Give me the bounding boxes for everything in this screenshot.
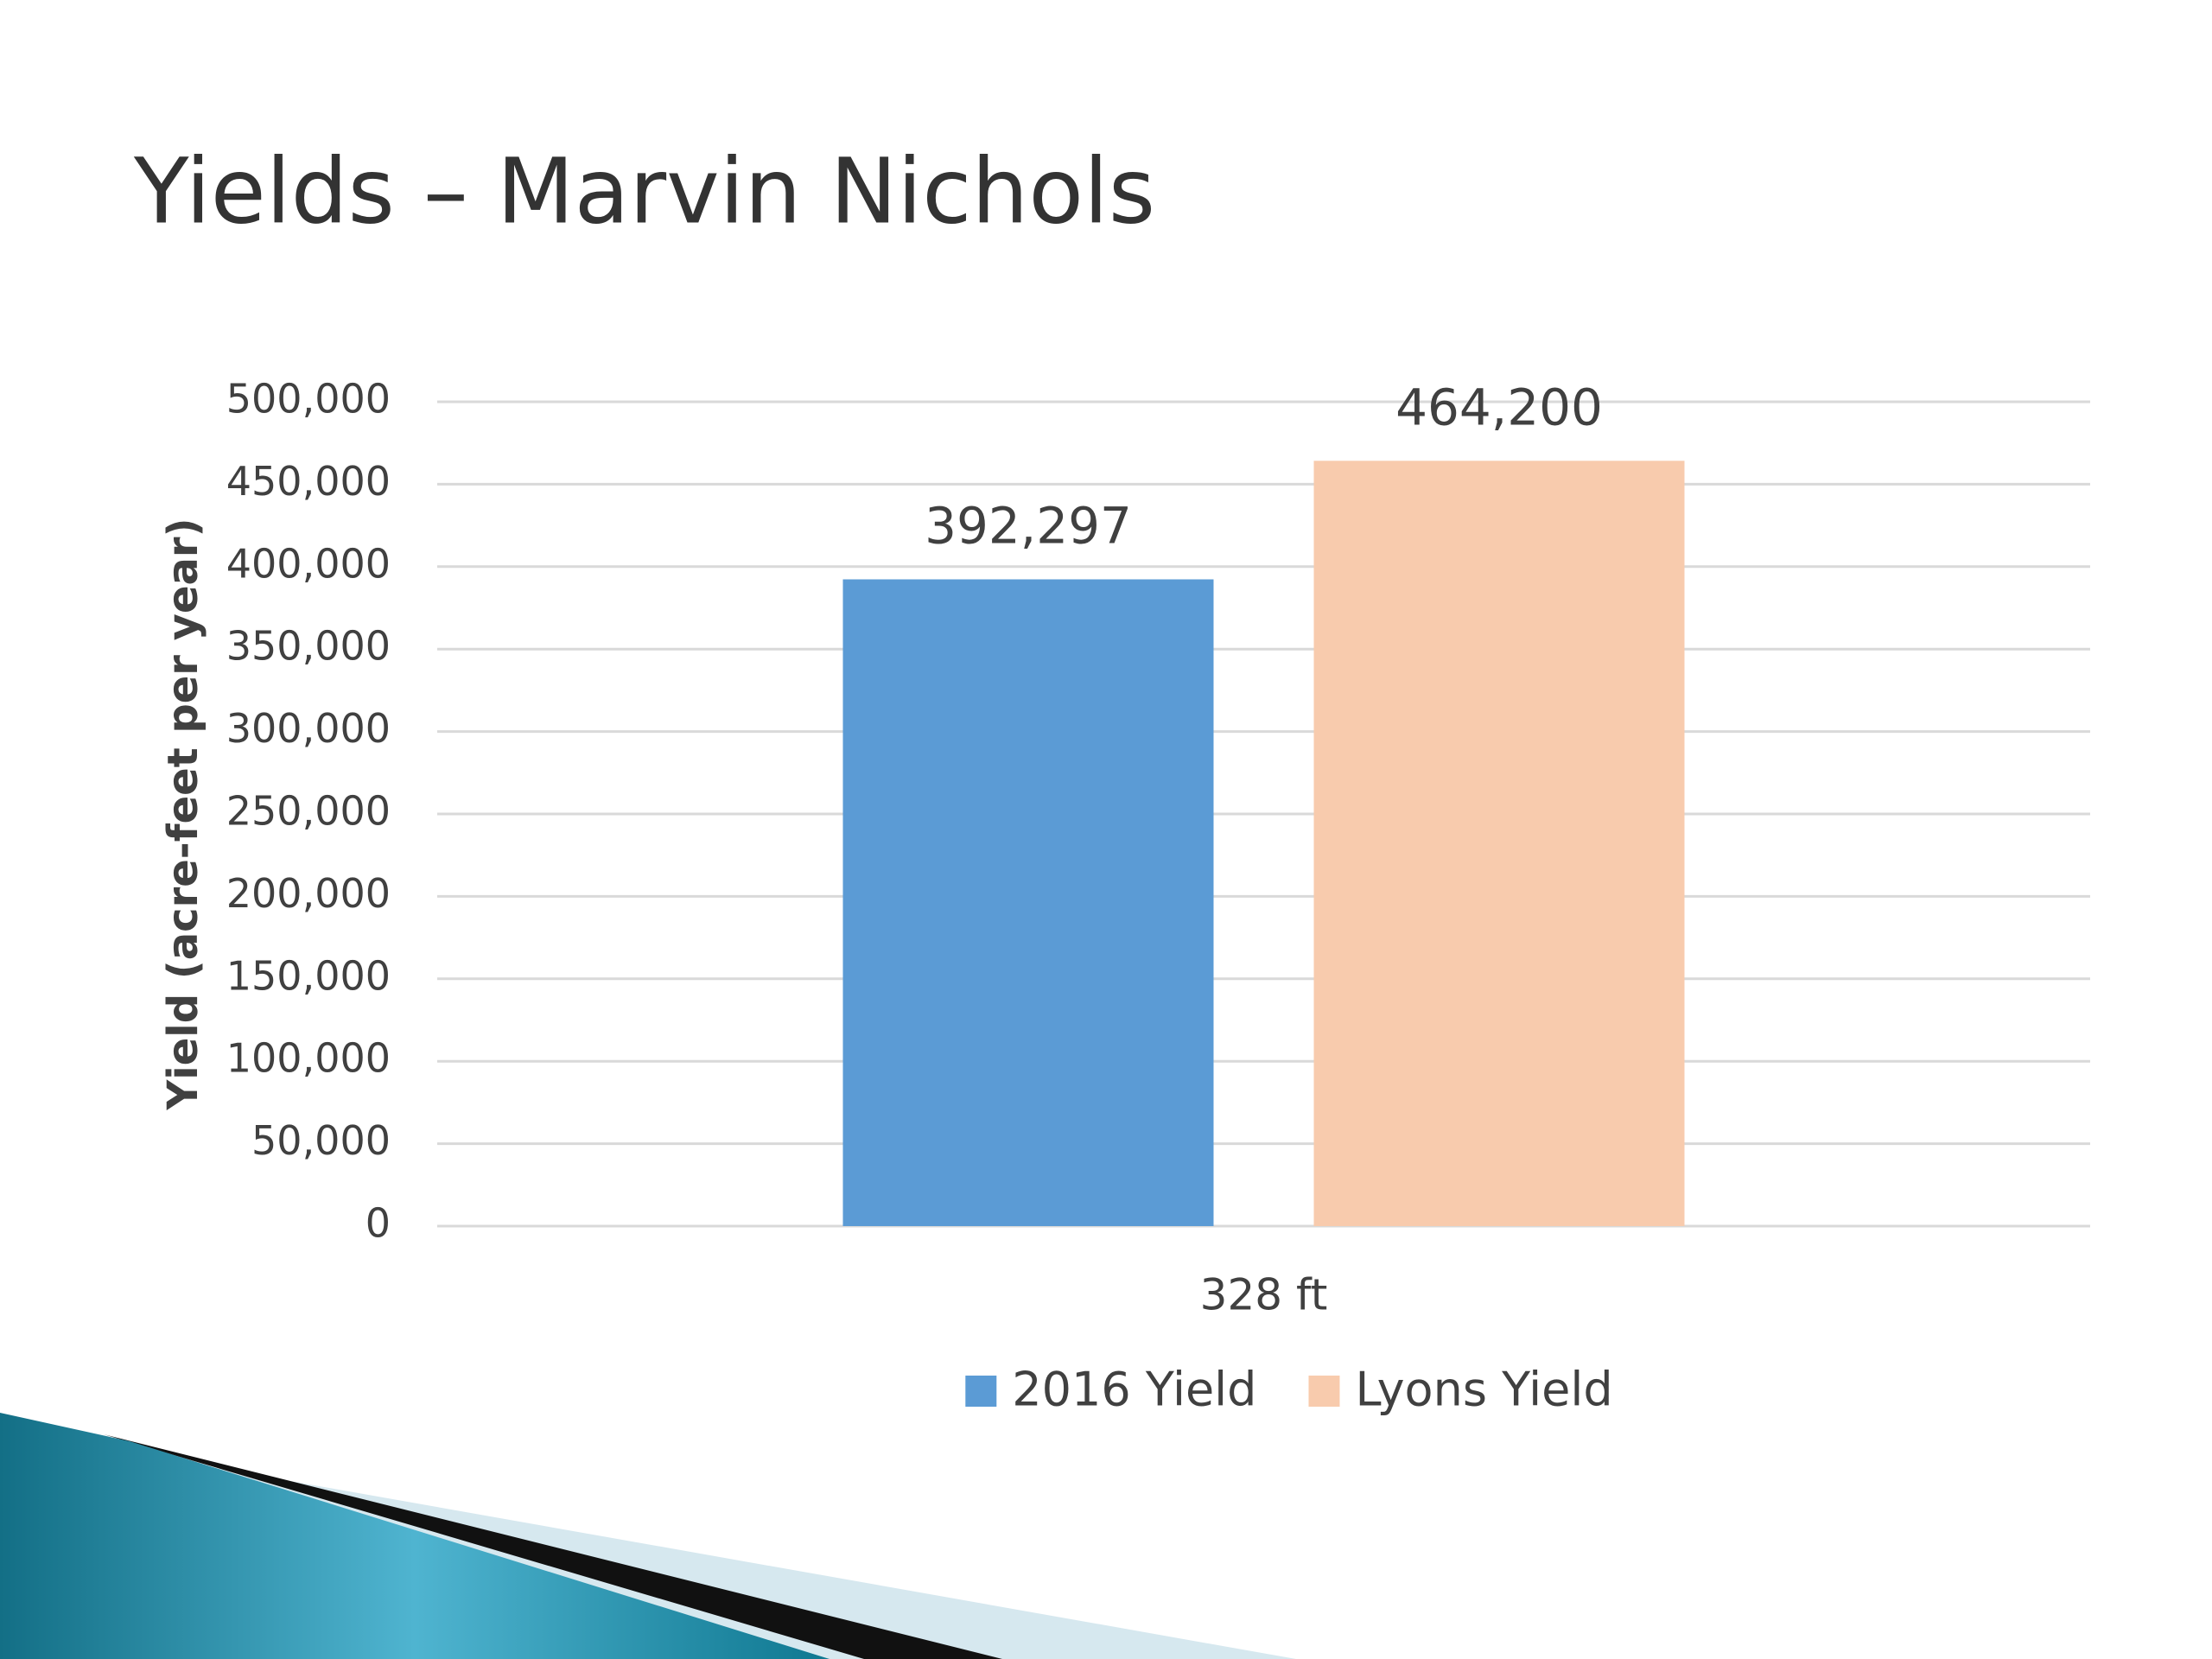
y-tick-label: 50,000 (251, 1117, 391, 1164)
value-label: 464,200 (1395, 378, 1603, 436)
y-tick-label: 0 (365, 1200, 391, 1247)
decor-light (173, 1460, 1296, 1659)
y-tick-label: 400,000 (226, 540, 391, 587)
decor-dark (104, 1434, 1002, 1659)
legend-swatch (1308, 1376, 1340, 1407)
legend-label: 2016 Yield (1012, 1363, 1256, 1417)
y-tick-label: 150,000 (226, 952, 391, 999)
slide-title: Yields – Marvin Nichols (133, 138, 1155, 244)
decor-teal (0, 1413, 830, 1659)
y-tick-label: 100,000 (226, 1035, 391, 1082)
y-tick-label: 450,000 (226, 458, 391, 505)
y-tick-label: 250,000 (226, 788, 391, 835)
bar (842, 579, 1214, 1226)
bar (1313, 461, 1685, 1226)
y-tick-label: 300,000 (226, 705, 391, 752)
legend-swatch (965, 1376, 997, 1407)
y-tick-label: 200,000 (226, 870, 391, 917)
y-axis-title: Yield (acre-feet per year) (159, 518, 207, 1110)
x-tick-label: 328 ft (1200, 1270, 1328, 1320)
y-tick-label: 350,000 (226, 623, 391, 670)
value-label: 392,297 (925, 497, 1132, 556)
legend-label: Lyons Yield (1355, 1363, 1612, 1417)
y-tick-label: 500,000 (226, 376, 391, 423)
